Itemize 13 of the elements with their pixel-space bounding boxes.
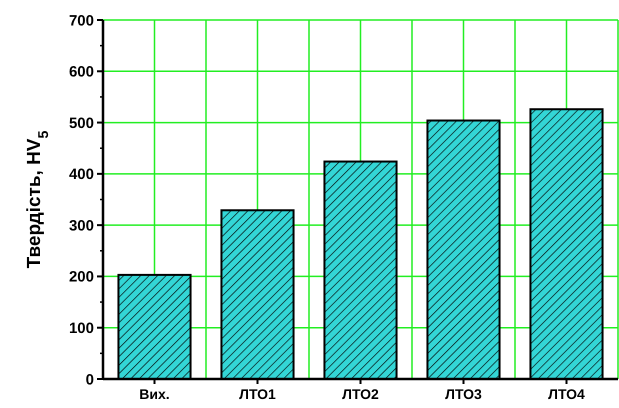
x-tick-label: ЛТО4 [548,386,586,402]
x-tick-label: ЛТО2 [342,386,380,402]
y-tick-label: 500 [68,114,94,132]
y-tick-label: 400 [68,166,94,184]
y-tick-label: 600 [68,64,94,81]
y-tick-label: 700 [68,12,94,30]
y-tick-label: 100 [68,320,94,337]
x-tick-label: ЛТО3 [445,386,482,402]
y-tick-label: 200 [68,268,94,286]
x-tick-label: ЛТО1 [239,386,276,402]
y-tick-label: 0 [86,371,94,388]
x-tick-label: Вих. [139,386,170,402]
y-tick-label: 300 [68,217,94,234]
